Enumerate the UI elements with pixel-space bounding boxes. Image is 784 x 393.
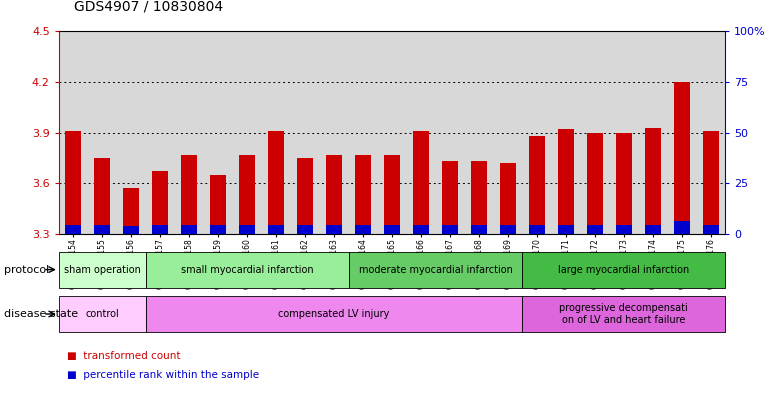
Text: small myocardial infarction: small myocardial infarction [181,264,314,275]
Text: moderate myocardial infarction: moderate myocardial infarction [358,264,513,275]
Bar [326,154,342,234]
Bar [587,226,603,234]
Bar [152,171,169,234]
Bar [326,226,342,234]
Bar [146,296,522,332]
Bar [500,226,516,234]
Bar [349,252,522,288]
Bar [297,226,313,234]
Bar [384,226,400,234]
Text: ■  percentile rank within the sample: ■ percentile rank within the sample [67,370,259,380]
Text: progressive decompensati
on of LV and heart failure: progressive decompensati on of LV and he… [560,303,688,325]
Bar [123,188,140,234]
Bar [615,132,632,234]
Bar [442,161,458,234]
Bar [181,224,197,234]
Bar [239,154,255,234]
Bar [268,131,284,234]
Bar [146,252,349,288]
Bar [615,224,632,234]
Bar [673,221,690,234]
Bar [210,226,226,234]
Text: protocol: protocol [4,264,49,275]
Bar [702,131,719,234]
Bar [522,252,725,288]
Bar [471,226,487,234]
Bar [413,131,429,234]
Bar [644,128,661,234]
Text: ■  transformed count: ■ transformed count [67,351,180,361]
Text: compensated LV injury: compensated LV injury [278,309,390,319]
Bar [413,226,429,234]
Bar [529,136,545,234]
Bar [65,131,82,234]
Bar [558,224,574,234]
Bar [673,82,690,234]
Bar [522,296,725,332]
Bar [384,154,400,234]
Bar [355,226,371,234]
Text: sham operation: sham operation [64,264,140,275]
Text: large myocardial infarction: large myocardial infarction [558,264,689,275]
Bar [268,224,284,234]
Bar [644,224,661,234]
Bar [65,224,82,234]
Text: GDS4907 / 10830804: GDS4907 / 10830804 [74,0,223,14]
Bar [94,158,111,234]
Bar [239,226,255,234]
Text: control: control [85,309,119,319]
Bar [297,158,313,234]
Bar [442,226,458,234]
Bar [471,161,487,234]
Bar [123,226,140,234]
Text: disease state: disease state [4,309,78,319]
Bar [587,132,603,234]
Bar [500,163,516,234]
Bar [59,296,146,332]
Bar [152,226,169,234]
Bar [59,252,146,288]
Bar [529,226,545,234]
Bar [355,154,371,234]
Bar [702,224,719,234]
Bar [558,129,574,234]
Bar [181,154,197,234]
Bar [94,226,111,234]
Bar [210,175,226,234]
